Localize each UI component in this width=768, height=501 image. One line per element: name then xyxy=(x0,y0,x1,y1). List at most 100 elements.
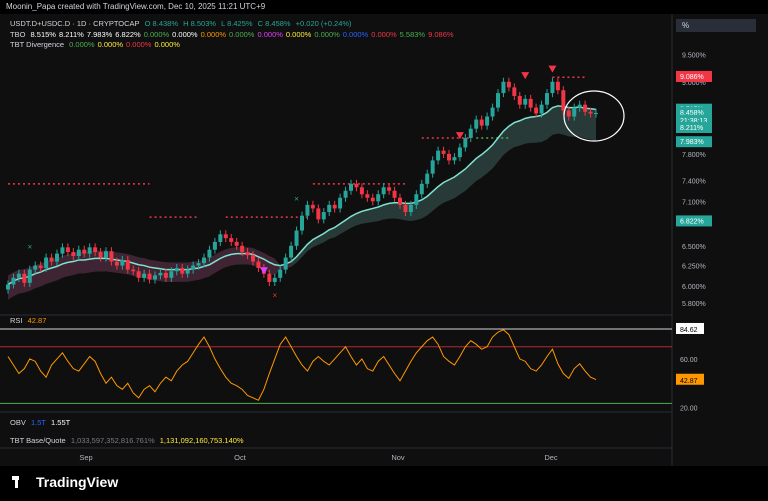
candle-body-23 xyxy=(131,269,136,272)
tbo-name: TBO xyxy=(10,30,26,39)
cloud-teal xyxy=(291,105,596,267)
candle-body-86 xyxy=(474,119,479,129)
candle-body-55 xyxy=(305,204,310,216)
candle-body-31 xyxy=(174,267,179,272)
percent-scale-button[interactable]: % xyxy=(676,19,756,32)
candle-body-3 xyxy=(22,273,27,283)
candle-body-64 xyxy=(354,183,359,188)
signal-triangle-5 xyxy=(521,72,530,80)
tradingview-logo-icon xyxy=(12,476,30,488)
candle-body-85 xyxy=(468,128,473,138)
candle-body-98 xyxy=(539,104,544,114)
tbo-value-1: 8.211% xyxy=(58,30,84,39)
base-quote-legend-row[interactable]: TBT Base/Quote 1,033,597,352,816.761% 1,… xyxy=(10,436,247,445)
candle-body-67 xyxy=(370,197,375,202)
candle-body-89 xyxy=(490,107,495,117)
divergence-value-2: 0.000% xyxy=(126,40,152,49)
signal-x-marker-3: × xyxy=(272,291,277,300)
candle-body-50 xyxy=(278,269,283,278)
candle-body-7 xyxy=(44,257,49,268)
candle-body-107 xyxy=(588,111,593,114)
rsi-legend-row[interactable]: RSI 42.87 xyxy=(10,316,49,325)
top-bar: Moonin_Papa created with TradingView.com… xyxy=(0,0,768,14)
price-label-2: 8.458% xyxy=(680,110,704,117)
candle-body-6 xyxy=(38,265,43,268)
rsi-label-bg-0 xyxy=(676,322,704,334)
candle-body-61 xyxy=(338,197,343,209)
price-tick-5: 7.400% xyxy=(682,178,706,185)
ohlc-open: O 8.438% xyxy=(144,19,178,28)
candle-body-14 xyxy=(82,249,87,254)
candle-body-65 xyxy=(359,187,364,195)
chart-area[interactable]: ×××9.500%9.000%8.500%8.000%7.800%7.400%7… xyxy=(0,14,768,466)
candle-body-33 xyxy=(185,269,190,274)
candle-body-92 xyxy=(506,81,511,88)
candle-body-15 xyxy=(87,247,92,254)
candle-body-56 xyxy=(310,204,315,209)
tbo-value-13: 5.583% xyxy=(399,30,426,39)
chart-svg[interactable]: ×××9.500%9.000%8.500%8.000%7.800%7.400%7… xyxy=(0,14,768,466)
price-tick-4: 7.800% xyxy=(682,152,706,159)
ohlc-low: L 8.425% xyxy=(221,19,253,28)
candle-body-1 xyxy=(11,277,16,285)
price-tick-10: 6.000% xyxy=(682,284,706,291)
candle-body-24 xyxy=(136,271,141,278)
tradingview-logo[interactable]: TradingView xyxy=(12,474,118,490)
tbo-legend-row[interactable]: TBO 8.515% 8.211% 7.983% 6.822% 0.000% 0.000%… xyxy=(10,30,457,39)
tbo-value-12: 0.000% xyxy=(371,30,397,39)
tbo-value-14: 9.086% xyxy=(428,30,454,39)
footer: TradingView xyxy=(0,466,768,501)
signal-triangle-6 xyxy=(548,65,557,73)
candle-body-10 xyxy=(60,247,65,254)
symbol-legend-row: USDT.D+USDC.D · 1D · CRYPTOCAP O 8.438% … xyxy=(10,19,355,28)
candle-body-11 xyxy=(65,247,70,253)
tbo-value-6: 0.000% xyxy=(200,30,227,39)
candle-body-17 xyxy=(98,252,103,258)
tbo-value-8: 0.000% xyxy=(257,30,283,39)
price-label-bg-3 xyxy=(676,114,712,126)
candle-body-99 xyxy=(545,93,549,105)
candle-body-68 xyxy=(376,194,381,202)
candle-body-104 xyxy=(572,107,577,117)
price-label-3: 21:38:13 xyxy=(680,118,707,125)
time-tick-1: Oct xyxy=(234,453,247,462)
tbo-value-10: 0.000% xyxy=(314,30,340,39)
candle-body-84 xyxy=(463,137,468,148)
ohlc-close: C 8.458% xyxy=(257,19,291,28)
base-quote-name: TBT Base/Quote xyxy=(10,436,66,445)
candle-body-36 xyxy=(202,257,206,264)
tbo-value-9: 0.000% xyxy=(285,30,312,39)
base-quote-value-1: 1,033,597,352,816.761% xyxy=(70,436,155,445)
candle-body-43 xyxy=(240,245,245,253)
price-label-bg-6 xyxy=(676,215,712,227)
obv-legend-row[interactable]: OBV 1.5T 1.55T xyxy=(10,418,73,427)
candle-body-18 xyxy=(104,251,108,258)
price-tick-0: 9.500% xyxy=(682,53,706,60)
candle-body-96 xyxy=(528,98,533,108)
candle-body-91 xyxy=(501,81,506,94)
price-tick-6: 7.100% xyxy=(682,199,706,206)
divergence-legend-row[interactable]: TBT Divergence 0.000% 0.000% 0.000% 0.000% xyxy=(10,40,183,49)
candle-body-108 xyxy=(594,112,598,114)
candle-body-66 xyxy=(365,194,370,198)
ohlc-change: +0.020 (+0.24%) xyxy=(295,19,352,28)
tbo-value-5: 0.000% xyxy=(172,30,198,39)
candle-body-57 xyxy=(316,208,321,220)
candle-body-63 xyxy=(349,183,353,191)
candle-body-76 xyxy=(419,183,424,195)
candle-body-81 xyxy=(447,153,451,161)
candle-body-90 xyxy=(496,93,500,108)
candle-body-44 xyxy=(245,252,250,256)
candle-body-0 xyxy=(6,284,10,290)
candle-body-30 xyxy=(169,271,174,278)
tbo-value-7: 0.000% xyxy=(229,30,255,39)
symbol-name[interactable]: USDT.D+USDC.D · 1D · CRYPTOCAP xyxy=(10,19,140,28)
candle-body-70 xyxy=(387,187,392,191)
candle-body-94 xyxy=(517,95,522,105)
divergence-value-1: 0.000% xyxy=(97,40,124,49)
candle-body-62 xyxy=(343,190,348,198)
candle-body-48 xyxy=(267,273,272,282)
candle-body-16 xyxy=(93,247,98,253)
obv-value-1: 1.5T xyxy=(30,418,46,427)
candle-body-100 xyxy=(550,81,555,94)
